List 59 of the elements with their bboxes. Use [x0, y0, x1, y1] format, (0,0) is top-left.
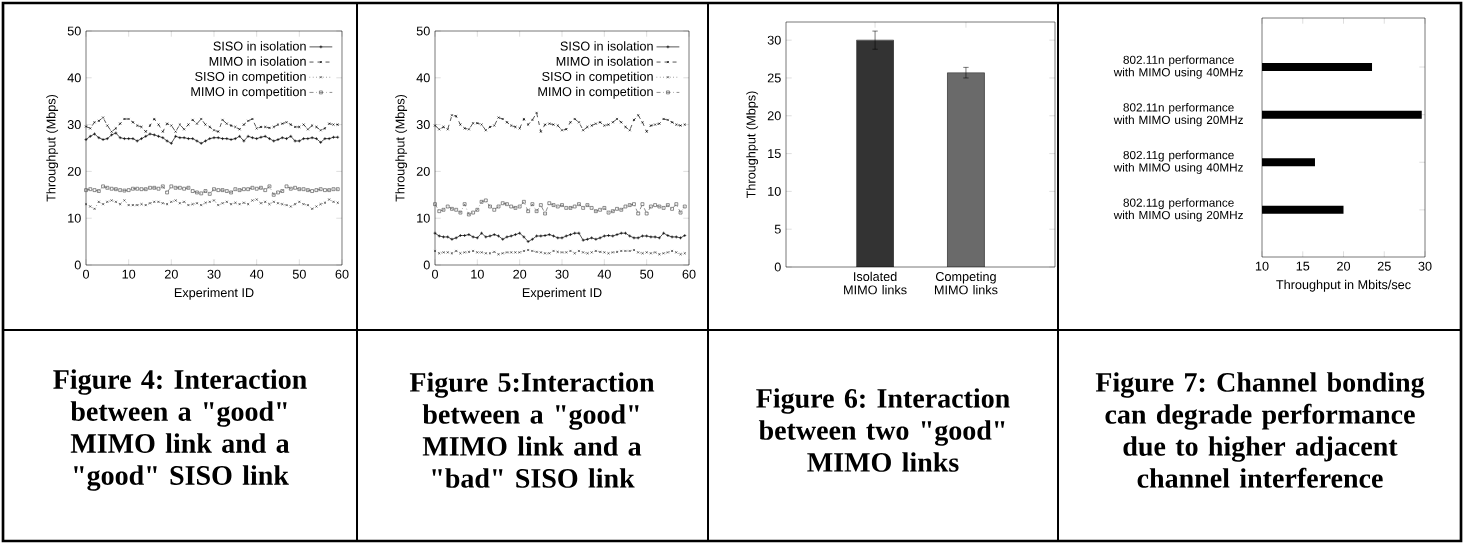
x-tick-label: Isolated MIMO links — [844, 271, 907, 295]
y-tick-label: 15 — [768, 149, 781, 158]
y-tick-label: 50 — [67, 26, 81, 36]
y-tick-label: 20 — [67, 166, 81, 176]
legend-label: SISO in isolation — [213, 41, 306, 51]
y-axis-title: Throughput (Mbps) — [395, 94, 408, 202]
y-tick-label: 802.11g performance with MIMO using 40MHz — [1113, 150, 1243, 174]
y-tick-label: 25 — [767, 73, 781, 83]
x-axis-title: Experiment ID — [522, 287, 602, 300]
y-tick-label: 40 — [416, 73, 430, 83]
y-tick-label: 10 — [768, 186, 781, 196]
x-tick-label: 30 — [1418, 261, 1432, 271]
x-tick-label: 40 — [597, 269, 611, 279]
y-tick-label: 20 — [767, 111, 781, 121]
y-tick-label: 30 — [67, 120, 81, 130]
x-tick-label: 25 — [1377, 261, 1391, 271]
x-axis-title: Experiment ID — [174, 287, 254, 300]
x-tick-label: 10 — [471, 269, 484, 279]
x-tick-label: 50 — [640, 269, 654, 279]
x-tick-label: 10 — [122, 269, 136, 279]
y-tick-label: 802.11g performance with MIMO using 20MHz — [1113, 198, 1243, 222]
legend-label: MIMO in isolation — [556, 56, 653, 66]
y-tick-label: 10 — [417, 213, 430, 223]
x-axis-title: Throughput in Mbits/sec — [1276, 279, 1411, 292]
x-tick-label: 30 — [555, 269, 569, 279]
x-tick-label: 20 — [513, 269, 527, 279]
y-tick-label: 50 — [416, 26, 430, 36]
legend-label: SISO in isolation — [560, 41, 653, 51]
y-tick-label: 30 — [416, 120, 430, 130]
legend-label: SISO in competition — [195, 71, 306, 84]
x-tick-label: 60 — [682, 269, 696, 279]
x-tick-label: 20 — [164, 269, 178, 279]
x-tick-label: 15 — [1296, 261, 1310, 271]
legend-label: MIMO in competition — [191, 86, 306, 99]
x-tick-label: 20 — [1337, 261, 1351, 271]
x-tick-label: 10 — [1255, 261, 1269, 271]
legend-label: MIMO in competition — [538, 86, 653, 99]
caption: Figure 7: Channel bonding can degrade performance due to higher adjacent channel interference — [1095, 372, 1425, 488]
caption: Figure 6: Interaction between two "good" MIMO links — [756, 388, 1010, 472]
y-tick-label: 802.11n performance with MIMO using 20MHz — [1113, 102, 1243, 127]
y-axis-title: Throughput (Mbps) — [46, 94, 59, 202]
y-axis-title: Throughput (Mbps) — [746, 91, 759, 199]
x-tick-label: 0 — [82, 269, 90, 279]
x-tick-label: 60 — [335, 269, 349, 279]
y-tick-label: 30 — [767, 35, 781, 45]
y-tick-label: 5 — [774, 224, 781, 234]
y-tick-label: 10 — [68, 213, 81, 223]
caption: Figure 5:Interaction between a "good" MIMO link and a "bad" SISO link — [409, 372, 655, 488]
x-tick-label: 30 — [207, 269, 221, 279]
legend-label: MIMO in isolation — [209, 56, 306, 66]
y-tick-label: 802.11n performance with MIMO using 40MHz — [1113, 55, 1243, 79]
y-tick-label: 40 — [67, 73, 81, 83]
x-tick-label: 40 — [249, 269, 264, 279]
y-tick-label: 20 — [416, 166, 430, 176]
x-tick-label: Competing MIMO links — [934, 271, 998, 295]
caption: Figure 4: Interaction between a "good" MIMO link and a "good" SISO link — [53, 369, 307, 491]
x-tick-label: 0 — [431, 269, 439, 279]
x-tick-label: 50 — [292, 269, 306, 279]
legend-label: SISO in competition — [542, 71, 653, 84]
